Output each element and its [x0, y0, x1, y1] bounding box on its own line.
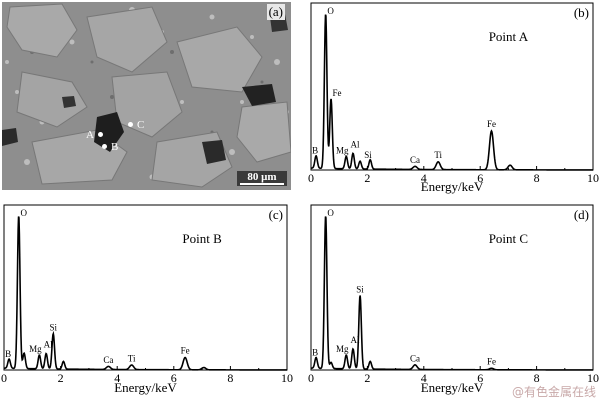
- peak-label-al: Al: [351, 139, 360, 149]
- peak-label-si: Si: [49, 323, 57, 333]
- chart-title: Point C: [489, 231, 528, 246]
- x-axis-label: Energy/keV: [421, 380, 484, 395]
- peak-label-ti: Ti: [128, 353, 136, 363]
- panel-tag-a: (a): [266, 4, 285, 20]
- peak-label-fe: Fe: [181, 346, 190, 356]
- point-dot-a: [97, 131, 103, 137]
- x-axis-label: Energy/keV: [421, 179, 484, 194]
- peak-label-b: B: [312, 347, 318, 357]
- peak-label-ca: Ca: [103, 355, 113, 365]
- x-tick-label: 4: [114, 371, 120, 385]
- spectrum-chart-c: 0 2 4 6 8 10 B O Mg Al Si Ca Ti Fe Point B (c) Energy/ke…: [1, 204, 293, 395]
- x-tick-label: 2: [364, 371, 370, 385]
- x-tick-label: 2: [58, 371, 64, 385]
- point-label-b: B: [111, 141, 119, 153]
- peak-label-ca: Ca: [410, 155, 420, 165]
- peak-label-o: O: [327, 208, 334, 218]
- spectrum-panel-d: 0 2 4 6 8 10 B O Mg Al Si Ca Fe Point C (d) Energy/keV: [301, 202, 600, 402]
- peak-label-o: O: [327, 6, 334, 16]
- x-tick-label: 4: [421, 171, 427, 185]
- peak-label-fe: Fe: [487, 356, 496, 366]
- peak-label-mg: Mg: [336, 344, 349, 354]
- point-marker-b: B: [102, 137, 118, 155]
- peak-label-fe: Fe: [333, 88, 342, 98]
- peak-label-b: B: [312, 146, 318, 156]
- sem-image: [2, 2, 291, 190]
- point-dot-c: [128, 121, 133, 127]
- scale-bar-text: 80 μm: [247, 171, 277, 183]
- x-tick-label: 10: [587, 371, 599, 385]
- plot-frame: [310, 204, 594, 371]
- peak-label-o: O: [20, 208, 27, 218]
- x-tick-label: 4: [421, 371, 427, 385]
- peak-label-ca: Ca: [410, 353, 420, 363]
- point-marker-c: C: [128, 115, 144, 133]
- point-label-a: A: [86, 129, 94, 141]
- x-tick-label: 0: [308, 371, 314, 385]
- peak-label-mg: Mg: [29, 344, 42, 354]
- spectrum-panel-c: 0 2 4 6 8 10 B O Mg Al Si Ca Ti Fe Point B (c) Energy/ke…: [0, 202, 301, 402]
- x-tick-label: 8: [534, 371, 540, 385]
- spectrum-panel-b: 0 2 4 6 8 10 B O Fe Mg Al Si Ca Ti Fe Point A (b) Energy/…: [301, 0, 600, 200]
- panel-tag: (b): [574, 5, 589, 20]
- point-label-c: C: [137, 119, 145, 131]
- x-tick-label: 0: [308, 171, 314, 185]
- peak-label-fe: Fe: [487, 119, 496, 129]
- x-tick-label: 10: [281, 371, 293, 385]
- peak-label-si: Si: [356, 284, 364, 294]
- spectrum-line: [310, 216, 593, 371]
- point-dot-b: [102, 143, 107, 149]
- peak-label-al: Al: [351, 335, 360, 345]
- sem-micrograph: (a) A B C 80 μm: [2, 2, 291, 190]
- panel-tag: (c): [269, 207, 283, 222]
- x-tick-label: 6: [477, 171, 483, 185]
- chart-title: Point B: [182, 231, 222, 246]
- watermark: @有色金属在线: [511, 385, 596, 399]
- peak-label-mg: Mg: [336, 146, 349, 156]
- x-tick-label: 2: [364, 171, 370, 185]
- peak-label-al: Al: [44, 340, 53, 350]
- panel-tag: (d): [574, 207, 589, 222]
- spectrum-line: [4, 216, 287, 371]
- spectrum-line: [311, 14, 593, 171]
- scale-bar-line: [240, 183, 284, 185]
- x-tick-label: 0: [1, 371, 7, 385]
- x-axis-label: Energy/keV: [114, 380, 177, 395]
- peak-label-ti: Ti: [434, 150, 442, 160]
- x-tick-label: 6: [477, 371, 483, 385]
- peak-label-b: B: [5, 349, 11, 359]
- x-tick-label: 8: [534, 171, 540, 185]
- point-marker-a: A: [86, 125, 103, 143]
- x-tick-label: 6: [171, 371, 177, 385]
- peak-label-si: Si: [364, 150, 372, 160]
- chart-title: Point A: [489, 29, 529, 44]
- x-tick-label: 10: [587, 171, 599, 185]
- scale-bar: 80 μm: [237, 171, 287, 186]
- x-tick-label: 8: [227, 371, 233, 385]
